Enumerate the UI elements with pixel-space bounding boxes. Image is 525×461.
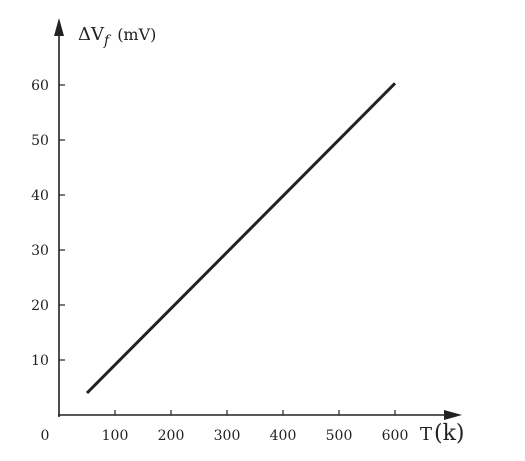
ticks: 100 200 300 400 500 600 10 20 30 40 50 60: [31, 78, 408, 444]
y-tick-label: 20: [31, 298, 49, 314]
x-tick-label: 100: [102, 428, 129, 444]
x-tick-label: 500: [326, 428, 353, 444]
y-axis-title-unit: (mV): [117, 25, 156, 44]
series-line: [85, 82, 397, 395]
y-axis-title: ΔVf (mV): [78, 24, 156, 49]
x-tick-label: 300: [214, 428, 241, 444]
y-axis-title-subscript: f: [103, 33, 112, 49]
y-tick-label: 30: [31, 243, 49, 259]
x-axis-title-unit: (k): [434, 421, 465, 446]
y-tick-label: 60: [31, 78, 49, 94]
y-tick-label: 50: [31, 133, 49, 149]
axis-labels: ΔVf (mV) T(k) 0: [41, 24, 465, 446]
y-axis-arrow: [54, 18, 64, 36]
y-tick-label: 10: [31, 353, 49, 369]
origin-label: 0: [41, 428, 50, 444]
x-tick-label: 200: [158, 428, 185, 444]
x-axis-arrow: [444, 410, 462, 420]
x-tick-label: 400: [270, 428, 297, 444]
x-axis-title-prefix: T: [420, 424, 432, 445]
x-tick-label: 600: [382, 428, 409, 444]
axes: [54, 18, 462, 420]
series: [85, 82, 397, 395]
y-tick-label: 40: [31, 188, 49, 204]
y-axis-title-prefix: ΔV: [78, 24, 105, 45]
x-axis-title: T(k): [420, 421, 465, 446]
